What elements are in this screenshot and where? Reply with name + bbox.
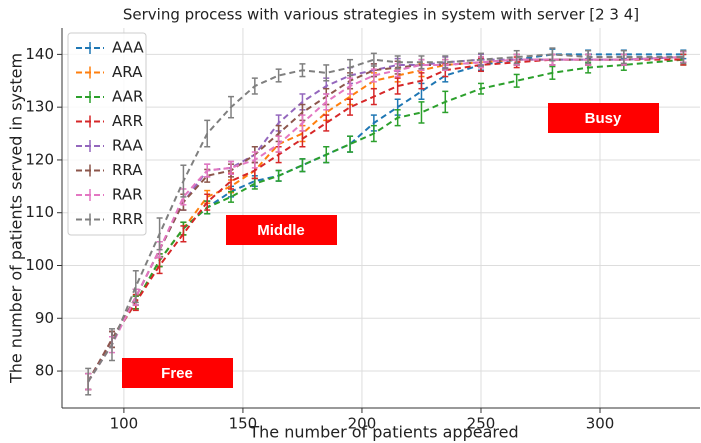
error-bar: [549, 65, 556, 80]
error-bar: [394, 55, 401, 70]
error-bar: [156, 217, 163, 251]
x-tick-label: 250: [467, 415, 496, 433]
error-bar: [228, 190, 235, 203]
error-bar: [228, 95, 235, 119]
error-bar: [477, 52, 484, 67]
annotation: Middle: [257, 222, 305, 239]
error-bar: [370, 87, 377, 106]
error-bar: [418, 72, 425, 90]
error-bar: [251, 177, 258, 190]
y-tick-label: 100: [25, 256, 54, 274]
y-tick-label: 140: [25, 45, 54, 63]
y-tick-label: 80: [35, 362, 54, 380]
series-line: [87, 58, 684, 383]
error-bar: [418, 55, 425, 70]
error-bar: [680, 49, 687, 65]
annotation: Free: [161, 365, 193, 382]
error-bar: [275, 135, 282, 153]
error-bar: [585, 49, 592, 65]
series-line: [87, 53, 684, 383]
error-bar: [275, 169, 282, 182]
error-bar: [513, 73, 520, 88]
series-line: [87, 56, 684, 383]
annotation: Busy: [585, 110, 622, 127]
x-tick-label: 200: [348, 415, 377, 433]
annotation-box: [548, 103, 659, 133]
error-bar: [370, 52, 377, 67]
error-bar: [299, 63, 306, 78]
error-bar: [228, 160, 235, 175]
error-bar: [275, 68, 282, 83]
error-bar: [347, 98, 354, 116]
x-tick-label: 150: [229, 415, 258, 433]
legend-label: ARA: [112, 63, 143, 81]
error-bar: [347, 135, 354, 153]
legend-label: RAR: [112, 186, 143, 204]
legend-label: RAA: [112, 137, 143, 155]
error-bar: [204, 163, 211, 178]
error-bar: [251, 151, 258, 169]
error-bar: [299, 130, 306, 148]
error-bar: [204, 119, 211, 148]
error-bar: [370, 124, 377, 143]
x-tick-label: 100: [110, 415, 139, 433]
y-tick-label: 130: [25, 98, 54, 116]
error-bar: [347, 77, 354, 95]
error-bar: [204, 193, 211, 211]
error-bar: [394, 77, 401, 95]
legend-label: AAR: [112, 88, 143, 106]
x-tick-label: 300: [586, 415, 615, 433]
legend-label: ARR: [112, 112, 143, 130]
error-bar: [251, 77, 258, 95]
error-bar: [549, 47, 556, 62]
error-bar: [323, 146, 330, 164]
error-bar: [418, 101, 425, 124]
error-bar: [180, 164, 187, 198]
error-bar: [370, 68, 377, 83]
error-bar: [394, 109, 401, 127]
error-bar: [442, 55, 449, 70]
x-axis-label: The number of patients appeared: [248, 423, 518, 442]
series-line: [87, 58, 684, 383]
error-bar: [323, 114, 330, 132]
error-bar: [180, 225, 187, 243]
error-bar: [85, 367, 92, 396]
error-bar: [513, 49, 520, 65]
y-axis-label: The number of patients served in system: [7, 53, 26, 384]
y-tick-label: 90: [35, 309, 54, 327]
legend-label: RRR: [112, 210, 143, 228]
legend-label: RRA: [112, 161, 143, 179]
error-bar: [323, 64, 330, 82]
error-bar: [347, 58, 354, 77]
error-bar: [442, 90, 449, 114]
y-tick-label: 110: [25, 203, 54, 221]
error-bar: [299, 114, 306, 132]
error-bar: [132, 270, 139, 304]
annotation-box: [226, 215, 337, 245]
error-bar: [620, 49, 627, 65]
error-bar: [477, 82, 484, 95]
legend-box: [67, 32, 147, 236]
error-bar: [299, 158, 306, 173]
error-bar: [108, 328, 115, 362]
y-tick-label: 120: [25, 150, 54, 168]
legend-label: AAA: [112, 39, 144, 57]
error-bar: [323, 93, 330, 111]
chart-title: Serving process with various strategies …: [123, 6, 639, 24]
annotation-box: [122, 358, 233, 388]
